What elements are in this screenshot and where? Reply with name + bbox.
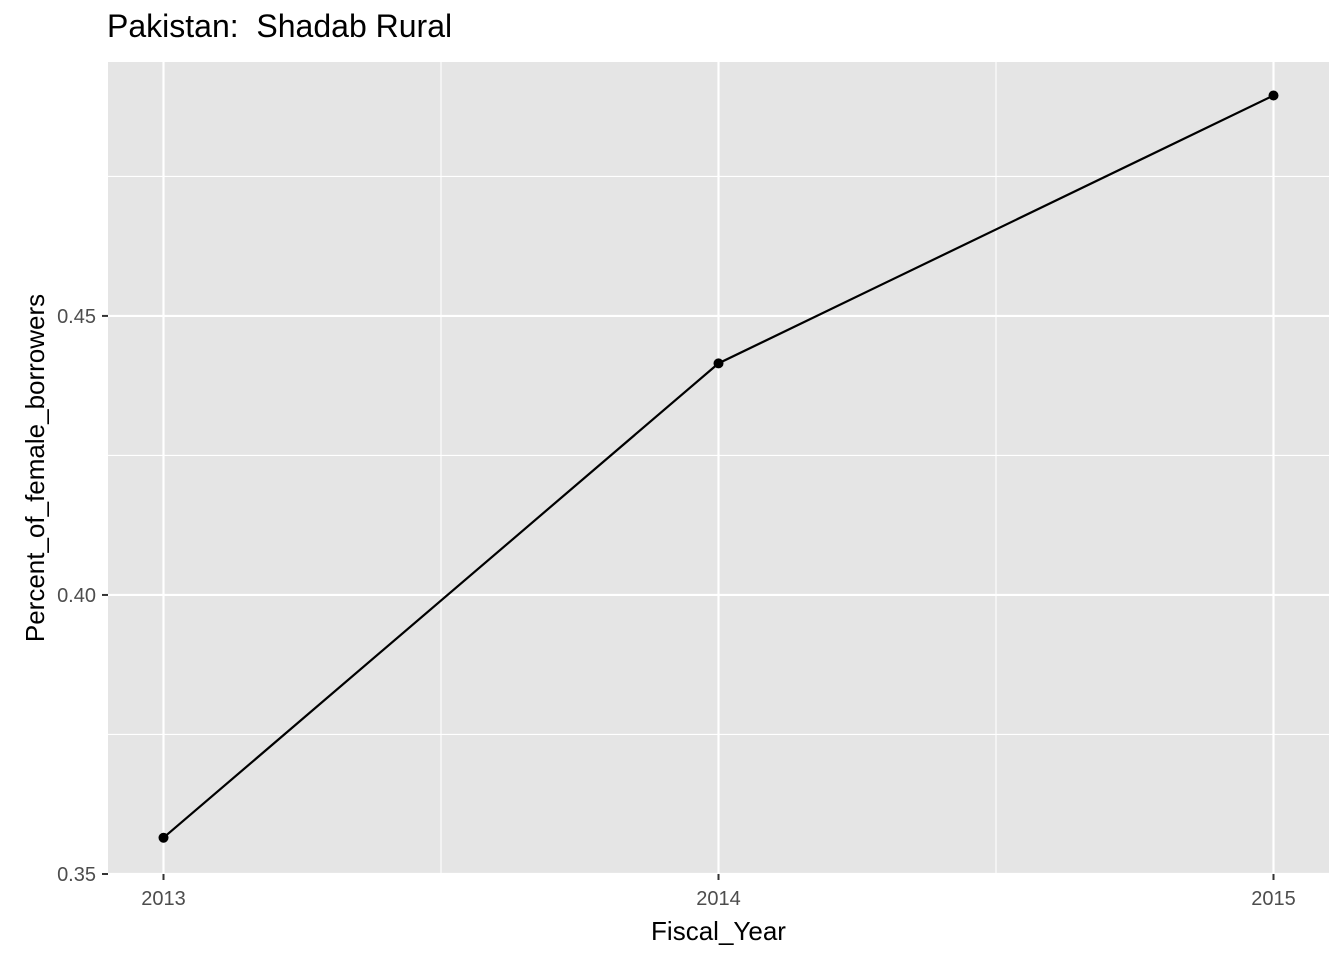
chart-title: Pakistan: Shadab Rural [107,8,453,44]
x-axis: 2013 2014 2015 [141,874,1296,910]
x-tick-label: 2014 [696,888,741,910]
x-tick-label: 2013 [141,888,186,910]
x-axis-title: Fiscal_Year [651,916,786,946]
x-tick-label: 2015 [1251,888,1296,910]
y-axis-title: Percent_of_female_borrowers [20,294,50,642]
series-layer [158,90,1279,843]
y-tick-label: 0.40 [57,585,96,607]
y-tick-label: 0.35 [57,864,96,886]
data-point [713,358,724,369]
y-axis: 0.35 0.40 0.45 [57,306,108,886]
data-point [1268,90,1279,101]
data-point [158,832,169,843]
y-tick-label: 0.45 [57,306,96,328]
